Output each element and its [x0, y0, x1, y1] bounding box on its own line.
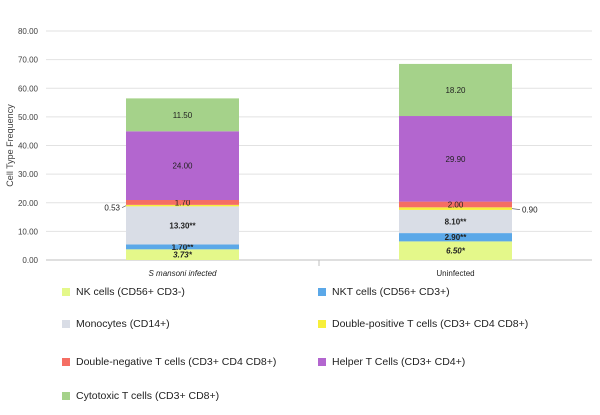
y-axis-label: Cell Type Frequency — [5, 104, 15, 187]
data-label: 0.53 — [104, 204, 120, 213]
data-label: 13.30** — [169, 221, 196, 230]
bar-segment — [126, 200, 239, 205]
y-tick-label: 30.00 — [18, 170, 39, 179]
bar-segment — [399, 241, 512, 260]
data-label: 8.10** — [445, 217, 468, 226]
y-tick-label: 40.00 — [18, 142, 39, 151]
bar-segment — [399, 207, 512, 210]
bar-segment — [399, 201, 512, 208]
y-tick-label: 0.00 — [22, 256, 38, 265]
data-label: 18.20 — [445, 86, 466, 95]
y-tick-label: 20.00 — [18, 199, 39, 208]
data-label: 3.73* — [173, 251, 193, 260]
data-label: 2.90** — [445, 233, 468, 242]
bar-segment — [399, 209, 512, 234]
y-tick-label: 60.00 — [18, 84, 39, 93]
bar-segment — [126, 98, 239, 132]
bar-segment — [126, 131, 239, 201]
bar-segment — [126, 206, 239, 245]
bar-segment — [126, 249, 239, 260]
y-tick-label: 70.00 — [18, 56, 39, 65]
data-label: 24.00 — [172, 162, 193, 171]
x-tick-label: S mansoni infected — [148, 269, 217, 278]
data-label: 11.50 — [173, 111, 193, 120]
y-tick-label: 10.00 — [18, 227, 39, 236]
data-label: 2.00 — [448, 200, 464, 209]
data-label: 6.50* — [446, 247, 466, 256]
bar-segment — [399, 63, 512, 117]
y-tick-label: 50.00 — [18, 113, 39, 122]
x-tick-label: Uninfected — [436, 269, 474, 278]
bar-segment — [399, 233, 512, 242]
bar-segment — [126, 244, 239, 250]
leader-line — [121, 205, 127, 208]
y-tick-label: 80.00 — [18, 27, 39, 36]
data-label: 1.70 — [175, 198, 191, 207]
bar-segment — [399, 116, 512, 202]
bar-segment — [126, 204, 239, 207]
leader-line — [511, 208, 521, 210]
data-label: 29.90 — [445, 155, 466, 164]
data-label: 0.90 — [522, 206, 538, 215]
data-label: 1.70** — [172, 243, 195, 252]
